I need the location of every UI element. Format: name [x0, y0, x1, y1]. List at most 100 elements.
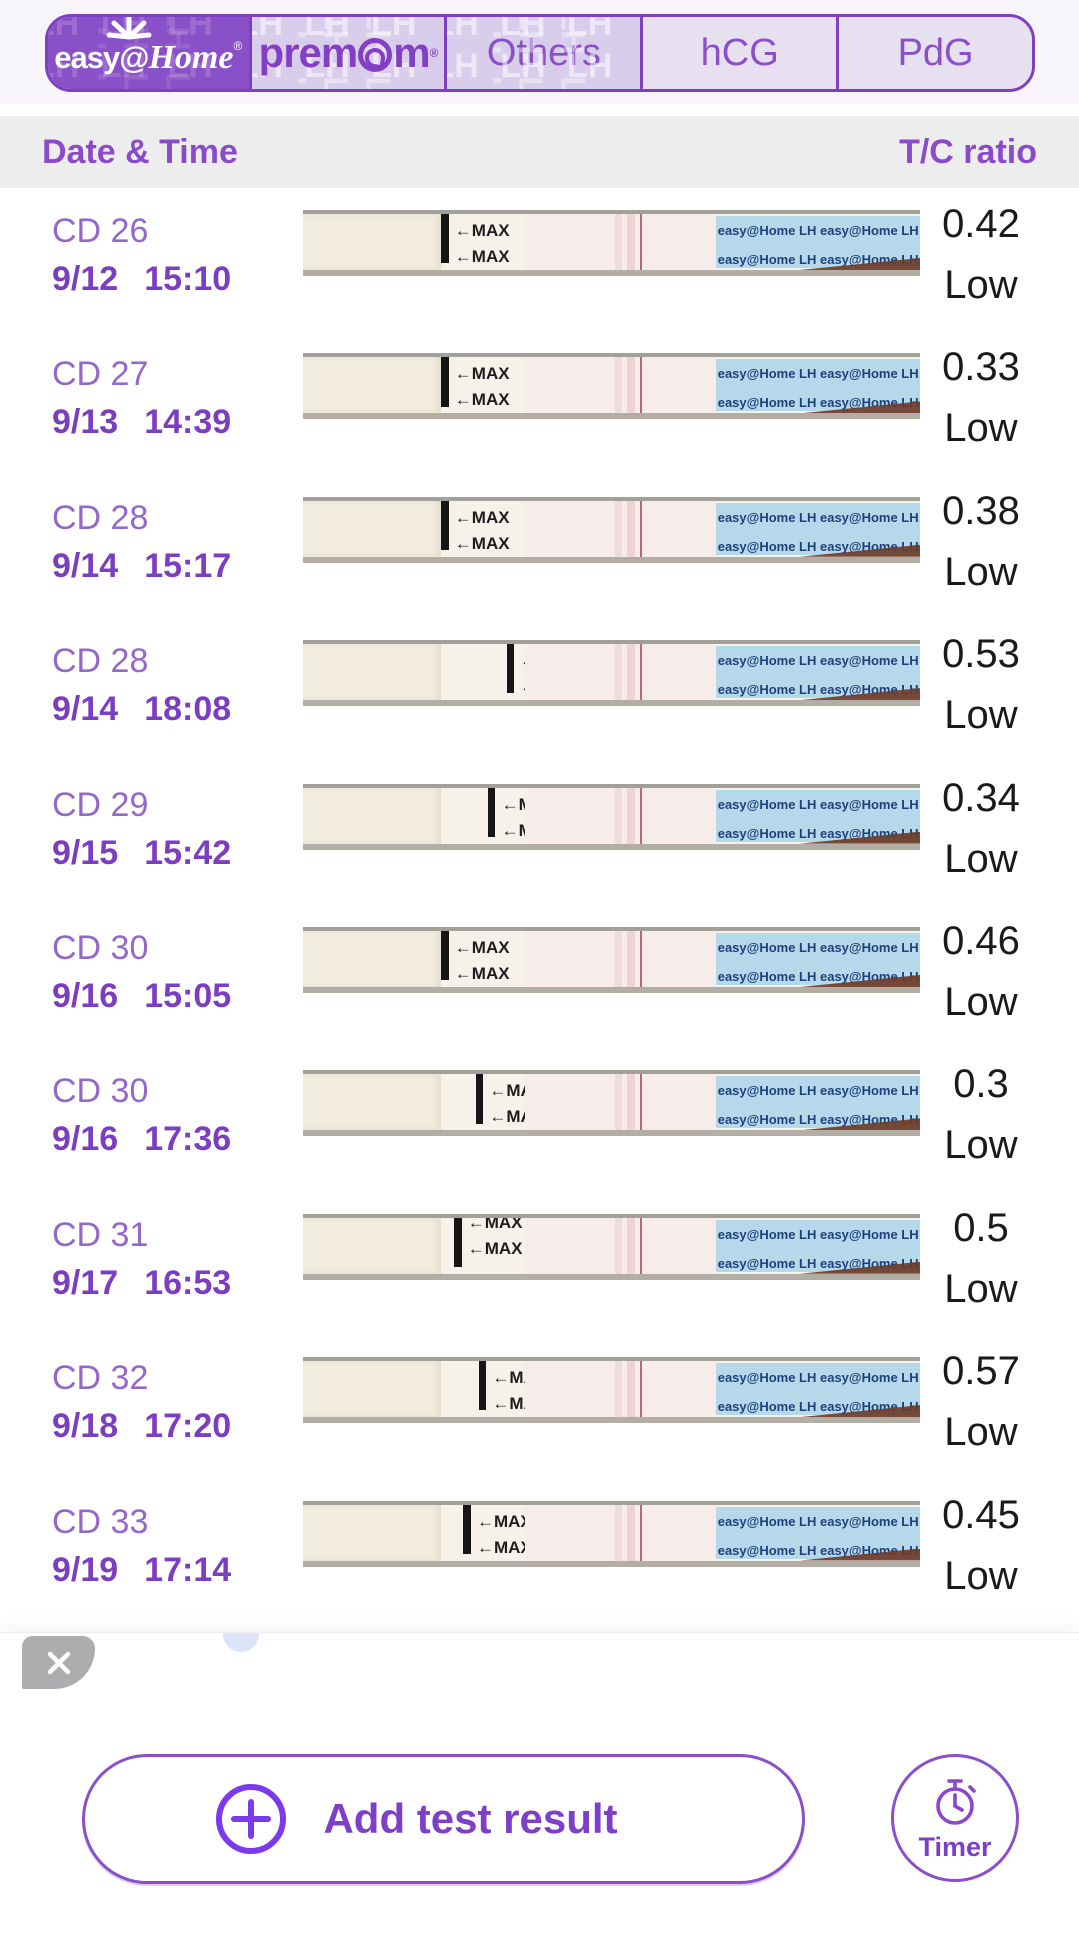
test-type-tabbar: LH LH LH LH LH LH LH LH LH LH LH LH LH L…: [45, 14, 1035, 92]
brand-label: easy@Home LH easy@Home LH easy@Home LH e…: [716, 1076, 920, 1129]
test-result-row[interactable]: CD 32 9/18 17:20 ←MAX ←MAX easy@Home LH ea…: [0, 1337, 1079, 1480]
tab-hcg[interactable]: hCG: [640, 17, 837, 89]
ratio-column: 0.45 Low: [895, 1493, 1067, 1599]
date-time: 9/15 15:42: [52, 834, 231, 873]
date-column: CD 29 9/15 15:42: [52, 786, 231, 873]
ratio-level: Low: [944, 1553, 1018, 1598]
date-column: CD 27 9/13 14:39: [52, 355, 231, 442]
tab-others[interactable]: LH LH LH LH LH LH LH LH LH LH LH LH LH L…: [444, 17, 641, 89]
bottom-sheet: Add test result Timer: [0, 1632, 1079, 1947]
date: 9/16: [52, 1120, 119, 1159]
brand-line: easy@Home LH easy@Home LH: [717, 653, 919, 669]
max-line-mark: [441, 357, 449, 407]
test-result-row[interactable]: CD 30 9/16 15:05 ←MAX ←MAX easy@Home LH ea…: [0, 907, 1079, 1050]
faint-test-band: [615, 1074, 622, 1131]
faint-test-band: [615, 357, 622, 414]
tc-ratio-value: 0.46: [942, 918, 1020, 963]
ratio-column: 0.53 Low: [895, 632, 1067, 738]
close-button[interactable]: [22, 1636, 95, 1689]
cycle-day: CD 30: [52, 928, 149, 967]
max-line-mark: [478, 1361, 487, 1411]
ratio-column: 0.46 Low: [895, 919, 1067, 1025]
test-strip-photo[interactable]: ←MAX←MAX easy@Home LH easy@Home LH easy@…: [303, 1070, 920, 1148]
ratio-column: 0.5 Low: [895, 1206, 1067, 1312]
max-line-mark: [463, 1504, 471, 1554]
cycle-day: CD 28: [52, 498, 149, 537]
reg-mark: ®: [429, 46, 439, 60]
test-band: [627, 644, 636, 701]
test-result-row[interactable]: CD 33 9/19 17:14 ←MAX ←MAX easy@Home LH ea…: [0, 1481, 1079, 1624]
reg-mark: ®: [233, 39, 243, 53]
test-strip-photo[interactable]: ←MAX←MAX easy@Home LH easy@Home LH easy@…: [303, 926, 920, 1005]
date-time: 9/14 15:17: [52, 547, 231, 586]
test-strip-photo[interactable]: ←MAX←MAX easy@Home LH easy@Home LH easy@…: [303, 640, 920, 718]
test-strip-photo[interactable]: ←MAX←MAX easy@Home LH easy@Home LH easy@…: [303, 1357, 920, 1435]
strip-handle: [303, 787, 442, 844]
brand-label: easy@Home LH easy@Home LH easy@Home LH e…: [716, 1219, 920, 1272]
brand-label: easy@Home LH easy@Home LH easy@Home LH e…: [716, 216, 920, 268]
strip-handle: [303, 1504, 442, 1561]
test-strip-photo[interactable]: ←MAX←MAX easy@Home LH easy@Home LH easy@…: [303, 1500, 920, 1579]
timer-button[interactable]: Timer: [891, 1754, 1019, 1882]
date-column: CD 28 9/14 15:17: [52, 499, 231, 586]
test-result-row[interactable]: CD 29 9/15 15:42 ←MAX←MAX easy@Home LH ea…: [0, 764, 1079, 907]
brand-label: easy@Home LH easy@Home LH easy@Home LH e…: [716, 932, 920, 985]
test-band: [627, 787, 636, 844]
test-strip-photo[interactable]: ←MAX←MAX easy@Home LH easy@Home LH easy@…: [303, 783, 920, 862]
tab-premom[interactable]: LH LH LH LH LH LH LH LH LH LH LH LH LH L…: [248, 17, 445, 89]
max-label: ←MAX: [454, 390, 510, 410]
time: 17:20: [144, 1407, 232, 1446]
strip-handle: [303, 930, 442, 987]
tab-pdg[interactable]: PdG: [836, 17, 1032, 89]
brand-line: easy@Home LH easy@Home LH: [717, 939, 919, 955]
ratio-column: 0.3 Low: [895, 1062, 1067, 1168]
faint-test-band: [615, 500, 622, 557]
home-text: Home: [148, 39, 234, 76]
max-label: ←MAX: [454, 364, 510, 384]
brand-line: easy@Home LH easy@Home LH: [717, 366, 919, 382]
cycle-day: CD 32: [52, 1359, 149, 1398]
test-result-row[interactable]: CD 26 9/12 15:10 ←MAX ←MAX easy@Home LH ea…: [0, 190, 1079, 333]
control-line: [640, 1217, 643, 1274]
add-test-result-button[interactable]: Add test result: [82, 1754, 805, 1884]
max-label: ←MAX: [476, 1511, 532, 1531]
brand-line: easy@Home LH easy@Home LH: [717, 223, 919, 238]
tab-pdg-label: PdG: [897, 31, 974, 74]
test-strip-photo[interactable]: ←MAX←MAX easy@Home LH easy@Home LH easy@…: [303, 210, 920, 288]
cycle-day: CD 30: [52, 1072, 149, 1111]
control-line: [640, 1074, 643, 1131]
date-column: CD 26 9/12 15:10: [52, 212, 231, 299]
cycle-day: CD 33: [52, 1502, 149, 1541]
date: 9/17: [52, 1263, 119, 1302]
plus-circle-icon: [213, 1781, 289, 1857]
date: 9/13: [52, 403, 119, 442]
max-line-mark: [506, 644, 514, 694]
control-line: [640, 644, 643, 701]
test-result-row[interactable]: CD 28 9/14 15:17 ←MAX ←MAX easy@Home LH ea…: [0, 477, 1079, 620]
control-line: [640, 1361, 643, 1418]
ratio-level: Low: [944, 549, 1018, 594]
test-strip-photo[interactable]: ←MAX←MAX easy@Home LH easy@Home LH easy@…: [303, 353, 920, 431]
date-column: CD 31 9/17 16:53: [52, 1216, 231, 1303]
test-strip-photo[interactable]: ←MAX←MAX easy@Home LH easy@Home LH easy@…: [303, 1213, 920, 1292]
control-line: [640, 357, 643, 414]
premom-pre: prem: [258, 29, 359, 76]
max-line-mark: [441, 500, 449, 551]
strip-image: ←MAX←MAX easy@Home LH easy@Home LH easy@…: [303, 1357, 920, 1424]
tab-easyathome[interactable]: LH LH LH LH LH LH LH LH LH LH LH LH LH L…: [48, 17, 249, 89]
footer-actions: Add test result Timer: [0, 1754, 1079, 1884]
control-line: [640, 787, 643, 844]
test-result-row[interactable]: CD 31 9/17 16:53 ←MAX ←MAX easy@Home LH ea…: [0, 1194, 1079, 1337]
ratio-level: Low: [944, 406, 1018, 451]
date-time: 9/16 17:36: [52, 1120, 231, 1159]
date-column: CD 30 9/16 17:36: [52, 1072, 231, 1159]
max-labels: ←MAX ←MAX: [455, 935, 510, 987]
test-result-row[interactable]: CD 28 9/14 18:08 ←MAX←MAX easy@Home LH ea…: [0, 620, 1079, 763]
ratio-level: Low: [944, 836, 1018, 881]
stopwatch-icon: [936, 1778, 976, 1825]
test-result-row[interactable]: CD 30 9/16 17:36 ←MAX ←MAX easy@Home LH ea…: [0, 1050, 1079, 1193]
test-result-row[interactable]: CD 27 9/13 14:39 ←MAX ←MAX easy@Home LH ea…: [0, 333, 1079, 476]
control-line: [640, 214, 643, 270]
test-strip-photo[interactable]: ←MAX←MAX easy@Home LH easy@Home LH easy@…: [303, 496, 920, 575]
brand-line: easy@Home LH easy@Home LH: [717, 1226, 919, 1242]
